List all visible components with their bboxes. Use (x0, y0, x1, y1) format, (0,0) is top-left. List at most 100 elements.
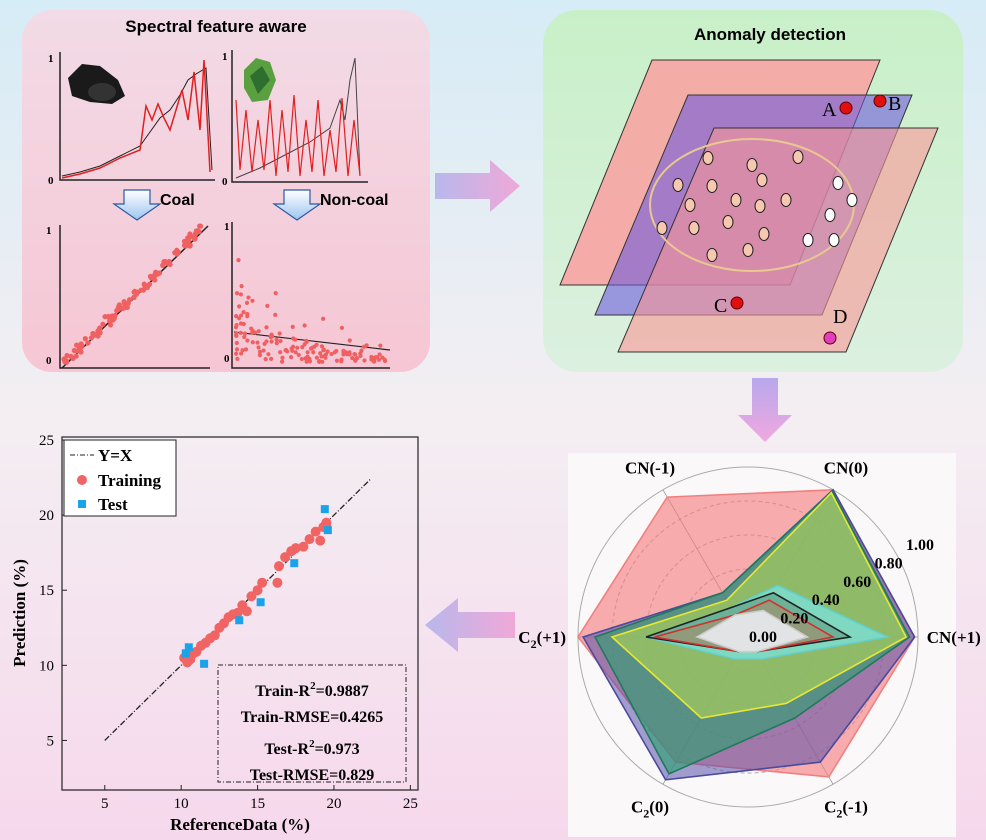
normal-point (756, 173, 768, 187)
radar-chart: 0.000.200.400.600.801.00CN(0)CN(+1)C2(-1… (518, 453, 981, 837)
decorative-dot (234, 291, 240, 296)
normal-point (702, 151, 714, 165)
normal-point (684, 198, 696, 212)
stats-line: Test-RMSE=0.829 (250, 767, 375, 784)
radar-axis-label: CN(-1) (625, 458, 675, 477)
decorative-dot (246, 295, 251, 300)
axis-label-suffix: (+1) (537, 628, 567, 647)
decorative-dot (257, 353, 263, 358)
decorative-dot (264, 339, 269, 344)
point-label: B (888, 93, 901, 115)
outlier-point (824, 208, 836, 222)
decorative-dot (245, 338, 250, 343)
y-tick-label: 20 (39, 508, 54, 524)
test-point (323, 526, 332, 535)
anomaly-point (730, 296, 744, 310)
flow-arrow (425, 598, 515, 652)
decorative-dot (102, 314, 108, 320)
decorative-dot (347, 352, 352, 357)
normal-point (706, 179, 718, 193)
stats-text: Train-RMSE=0.4265 (241, 709, 384, 726)
decorative-dot (181, 238, 188, 244)
decorative-dot (305, 350, 310, 355)
decorative-dot (239, 284, 244, 289)
decorative-dot (245, 314, 250, 319)
decorative-dot (288, 355, 294, 360)
decorative-dot (235, 356, 240, 362)
decorative-dot (329, 351, 334, 357)
training-point (315, 535, 326, 546)
radar-tick-label: 1.00 (906, 537, 934, 554)
test-point (320, 505, 329, 514)
decorative-dot (347, 338, 352, 343)
decorative-dot (125, 300, 131, 306)
y-axis-title: Prediction (%) (10, 559, 29, 667)
decorative-dot (95, 333, 101, 339)
decorative-dot (234, 340, 239, 346)
radar-axis-label: CN(0) (824, 458, 868, 477)
decorative-dot (249, 326, 254, 331)
decorative-dot (261, 348, 266, 353)
radar-axis-label: C2(+1) (518, 628, 566, 651)
flow-arrow (435, 160, 520, 212)
radar-tick-label: 0.20 (780, 611, 808, 628)
training-point (272, 577, 283, 588)
decorative-dot (269, 356, 274, 361)
decorative-dot (382, 358, 388, 364)
stats-text: Test-R (264, 741, 309, 758)
spectrum-line (61, 59, 211, 179)
panel-box (22, 10, 430, 372)
decorative-dot (263, 357, 268, 362)
decorative-dot (234, 351, 239, 356)
normal-point (758, 227, 770, 241)
normal-point (730, 193, 742, 207)
mini-tick-label: 1 (224, 221, 230, 233)
test-point (200, 659, 209, 668)
decorative-dot (300, 345, 305, 350)
decorative-dot (255, 340, 260, 345)
decorative-dot (364, 343, 369, 348)
stats-sup: 2 (310, 680, 316, 692)
decorative-dot (319, 354, 324, 359)
decorative-dot (151, 274, 157, 280)
decorative-dot (63, 358, 70, 364)
training-point (209, 630, 220, 641)
decorative-dot (240, 348, 245, 353)
stats-rest: =0.973 (315, 741, 360, 758)
decorative-dot (73, 353, 79, 359)
decorative-dot (376, 357, 382, 362)
down-arrow (272, 189, 322, 221)
decorative-dot (264, 325, 269, 330)
decorative-dot (350, 355, 355, 361)
rock-image (244, 58, 276, 102)
mini-tick-label: 0 (48, 175, 54, 187)
normal-point (688, 221, 700, 235)
decorative-dot (195, 228, 201, 234)
test-point (184, 643, 193, 652)
decorative-dot (332, 350, 337, 355)
axis-label-suffix: (0) (649, 798, 669, 817)
decorative-dot (107, 318, 113, 324)
decorative-dot (111, 315, 117, 321)
axis-label-sub: 2 (643, 807, 649, 821)
decorative-dot (187, 231, 193, 237)
mini-axes (59, 50, 390, 369)
decorative-dot (358, 353, 363, 359)
decorative-dot (372, 355, 378, 361)
axis-label-base: C (518, 628, 530, 647)
axis (231, 50, 368, 183)
decorative-dot (353, 358, 358, 363)
mini-tick-label: 1 (222, 51, 228, 63)
decorative-dot (242, 334, 247, 340)
coal-image (68, 64, 125, 104)
decorative-dot (284, 348, 289, 353)
decorative-dot (122, 304, 128, 310)
decorative-dot (362, 358, 367, 363)
decorative-dot (250, 298, 255, 303)
panel-title: Spectral feature aware (125, 17, 306, 36)
normal-point (742, 243, 754, 257)
scatter-chart: 5 10 15 20 25 5 10 15 20 25 ReferenceData (%) Predi… (10, 433, 419, 834)
y-tick-label: 5 (47, 733, 55, 749)
x-tick-label: 25 (403, 796, 418, 812)
legend-label: Training (98, 471, 161, 490)
